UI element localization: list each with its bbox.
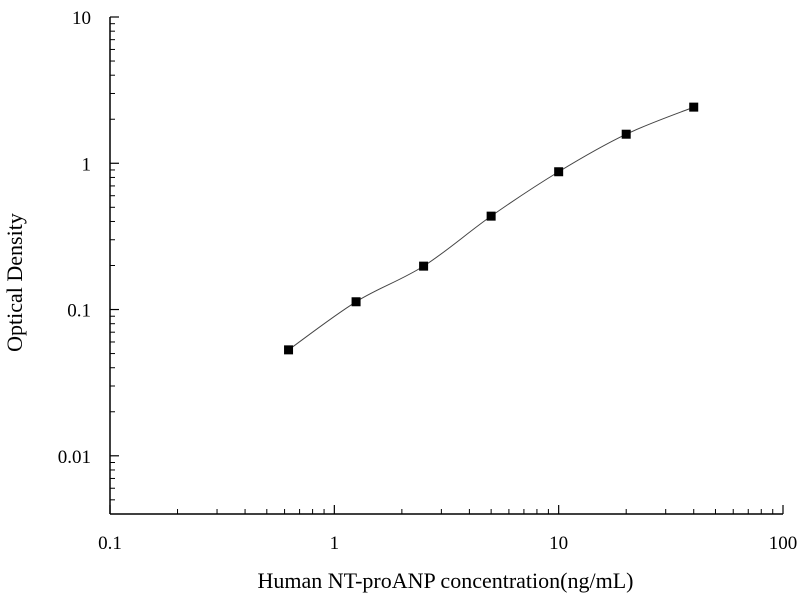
- x-tick-label: 10: [549, 533, 568, 554]
- axes: [109, 17, 783, 515]
- x-tick-label: 0.1: [98, 533, 122, 554]
- y-tick-label: 0.1: [67, 301, 91, 322]
- y-tick-label: 0.01: [58, 447, 91, 468]
- data-point-marker: [621, 129, 631, 139]
- data-point-marker: [351, 297, 361, 307]
- plot-area: [284, 102, 699, 355]
- data-point-marker: [284, 345, 294, 355]
- data-point-marker: [689, 102, 699, 112]
- y-tick-label: 1: [82, 154, 92, 175]
- x-tick-label: 100: [769, 533, 798, 554]
- data-point-marker: [419, 261, 429, 271]
- ticks: 0.1 1 10 100 0.01 0.1 1 10: [58, 8, 798, 554]
- x-tick-label: 1: [330, 533, 340, 554]
- x-axis-title: Human NT-proANP concentration(ng/mL): [258, 568, 634, 593]
- data-point-marker: [554, 167, 564, 177]
- data-point-marker: [486, 211, 496, 221]
- y-axis-title: Optical Density: [2, 213, 27, 352]
- y-tick-label: 10: [72, 8, 91, 29]
- fit-curve-line: [288, 106, 694, 351]
